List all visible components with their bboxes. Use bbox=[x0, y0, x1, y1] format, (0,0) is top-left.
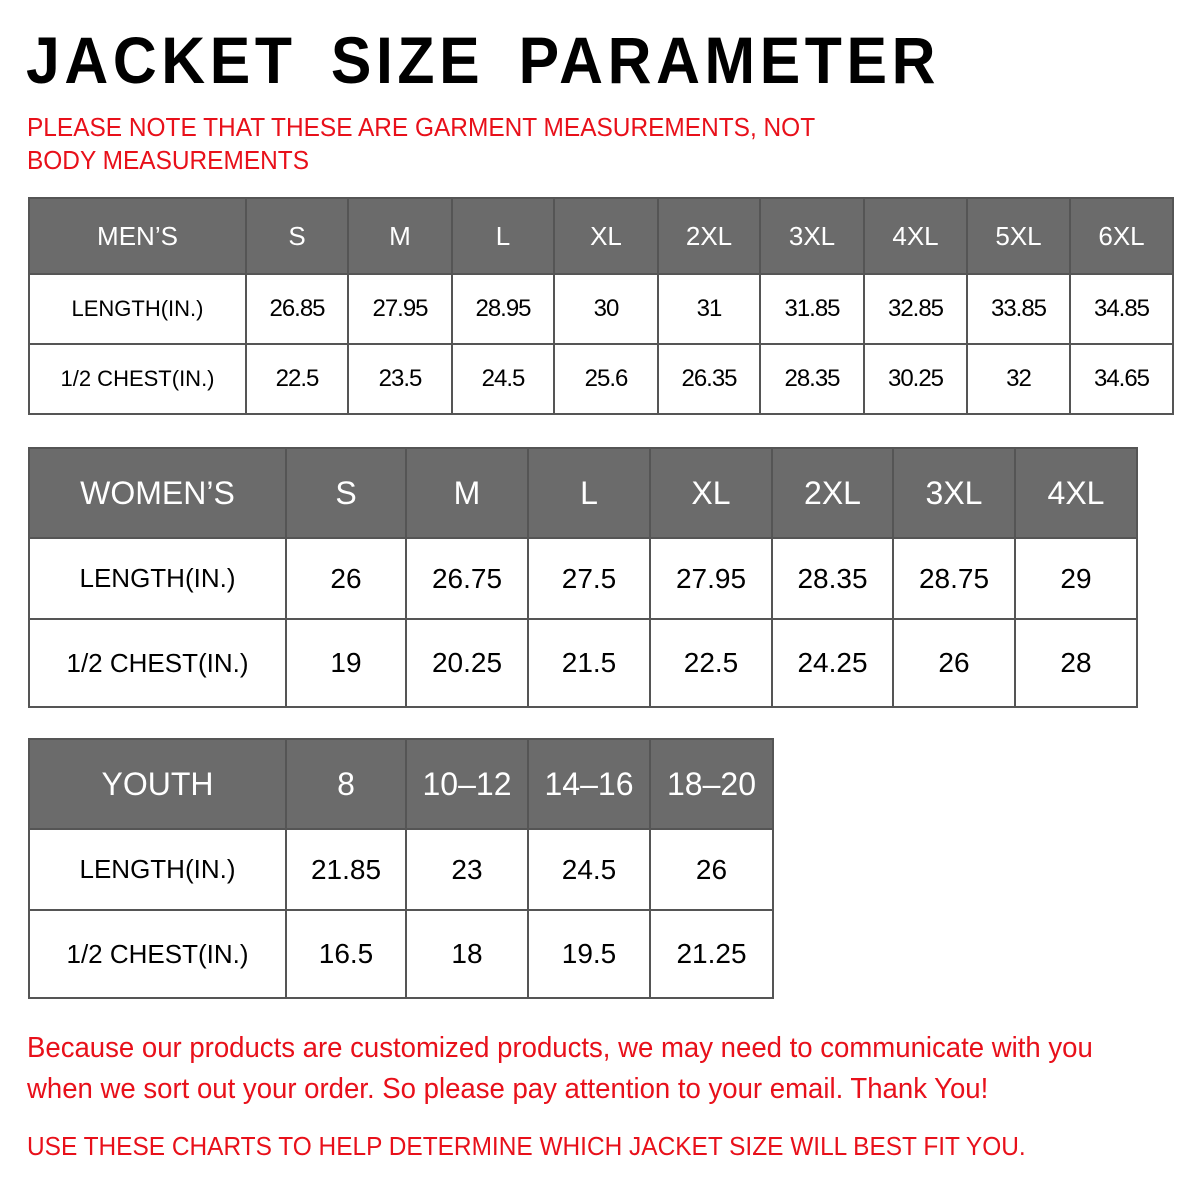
size-header: 18–20 bbox=[649, 738, 774, 830]
measurement-cell: 31.85 bbox=[759, 273, 865, 345]
measurement-cell: 32.85 bbox=[863, 273, 968, 345]
measurement-cell: 34.65 bbox=[1069, 343, 1174, 415]
measurement-cell: 26.35 bbox=[657, 343, 761, 415]
size-header: 4XL bbox=[863, 197, 968, 275]
measurement-cell: 27.95 bbox=[649, 537, 773, 620]
page-title: JACKET SIZE PARAMETER bbox=[26, 23, 941, 97]
measurement-cell: 31 bbox=[657, 273, 761, 345]
measurement-cell: 32 bbox=[966, 343, 1071, 415]
row-label: 1/2 CHEST(IN.) bbox=[28, 618, 287, 708]
measurement-cell: 34.85 bbox=[1069, 273, 1174, 345]
table-row: LENGTH(IN.) 26.85 27.95 28.95 30 31 31.85 32.85… bbox=[28, 273, 1174, 345]
size-header: L bbox=[527, 447, 651, 539]
measurement-cell: 26 bbox=[649, 828, 774, 911]
size-header: L bbox=[451, 197, 555, 275]
footer-advice: USE THESE CHARTS TO HELP DETERMINE WHICH… bbox=[27, 1131, 1026, 1161]
measurement-cell: 22.5 bbox=[245, 343, 349, 415]
measurement-note: PLEASE NOTE THAT THESE ARE GARMENT MEASU… bbox=[27, 112, 815, 175]
header-row: MEN’S S M L XL 2XL 3XL 4XL 5XL 6XL bbox=[28, 197, 1174, 275]
measurement-cell: 21.25 bbox=[649, 909, 774, 999]
measurement-cell: 26.75 bbox=[405, 537, 529, 620]
size-header: 10–12 bbox=[405, 738, 529, 830]
category-header: WOMEN’S bbox=[28, 447, 287, 539]
measurement-cell: 20.25 bbox=[405, 618, 529, 708]
category-header: YOUTH bbox=[28, 738, 287, 830]
row-label: LENGTH(IN.) bbox=[28, 537, 287, 620]
measurement-cell: 33.85 bbox=[966, 273, 1071, 345]
measurement-cell: 30 bbox=[553, 273, 659, 345]
header-row: YOUTH 8 10–12 14–16 18–20 bbox=[28, 738, 774, 830]
size-header: XL bbox=[649, 447, 773, 539]
size-header: S bbox=[245, 197, 349, 275]
measurement-cell: 26 bbox=[285, 537, 407, 620]
measurement-cell: 30.25 bbox=[863, 343, 968, 415]
size-header: XL bbox=[553, 197, 659, 275]
measurement-cell: 23 bbox=[405, 828, 529, 911]
measurement-cell: 27.95 bbox=[347, 273, 453, 345]
measurement-cell: 24.25 bbox=[771, 618, 894, 708]
footer-message: Because our products are customized prod… bbox=[27, 1032, 1093, 1105]
mens-size-table: MEN’S S M L XL 2XL 3XL 4XL 5XL 6XL LENGTH(IN.) 26.8… bbox=[28, 197, 1174, 415]
measurement-cell: 28.75 bbox=[892, 537, 1016, 620]
measurement-cell: 28.95 bbox=[451, 273, 555, 345]
size-header: S bbox=[285, 447, 407, 539]
measurement-cell: 22.5 bbox=[649, 618, 773, 708]
size-header: 3XL bbox=[892, 447, 1016, 539]
size-header: 2XL bbox=[657, 197, 761, 275]
header-row: WOMEN’S S M L XL 2XL 3XL 4XL bbox=[28, 447, 1138, 539]
row-label: 1/2 CHEST(IN.) bbox=[28, 343, 247, 415]
size-header: 4XL bbox=[1014, 447, 1138, 539]
measurement-cell: 19 bbox=[285, 618, 407, 708]
measurement-cell: 28 bbox=[1014, 618, 1138, 708]
measurement-cell: 23.5 bbox=[347, 343, 453, 415]
table-row: 1/2 CHEST(IN.) 22.5 23.5 24.5 25.6 26.35 28.35… bbox=[28, 343, 1174, 415]
category-header: MEN’S bbox=[28, 197, 247, 275]
table-row: 1/2 CHEST(IN.) 19 20.25 21.5 22.5 24.25 26 28 bbox=[28, 618, 1138, 708]
row-label: LENGTH(IN.) bbox=[28, 273, 247, 345]
measurement-cell: 24.5 bbox=[451, 343, 555, 415]
measurement-cell: 29 bbox=[1014, 537, 1138, 620]
measurement-cell: 24.5 bbox=[527, 828, 651, 911]
row-label: LENGTH(IN.) bbox=[28, 828, 287, 911]
youth-size-table: YOUTH 8 10–12 14–16 18–20 LENGTH(IN.) 21.85 23 2… bbox=[28, 738, 774, 999]
table-row: 1/2 CHEST(IN.) 16.5 18 19.5 21.25 bbox=[28, 909, 774, 999]
row-label: 1/2 CHEST(IN.) bbox=[28, 909, 287, 999]
table-row: LENGTH(IN.) 26 26.75 27.5 27.95 28.35 28.75 29 bbox=[28, 537, 1138, 620]
size-header: M bbox=[405, 447, 529, 539]
size-header: M bbox=[347, 197, 453, 275]
measurement-cell: 27.5 bbox=[527, 537, 651, 620]
measurement-cell: 21.5 bbox=[527, 618, 651, 708]
measurement-cell: 19.5 bbox=[527, 909, 651, 999]
table-row: LENGTH(IN.) 21.85 23 24.5 26 bbox=[28, 828, 774, 911]
measurement-cell: 26 bbox=[892, 618, 1016, 708]
size-header: 3XL bbox=[759, 197, 865, 275]
size-header: 6XL bbox=[1069, 197, 1174, 275]
measurement-cell: 18 bbox=[405, 909, 529, 999]
size-header: 2XL bbox=[771, 447, 894, 539]
measurement-cell: 28.35 bbox=[771, 537, 894, 620]
measurement-cell: 21.85 bbox=[285, 828, 407, 911]
size-header: 14–16 bbox=[527, 738, 651, 830]
measurement-cell: 28.35 bbox=[759, 343, 865, 415]
measurement-cell: 25.6 bbox=[553, 343, 659, 415]
measurement-cell: 26.85 bbox=[245, 273, 349, 345]
womens-size-table: WOMEN’S S M L XL 2XL 3XL 4XL LENGTH(IN.) 26 26.75 2… bbox=[28, 447, 1138, 708]
measurement-cell: 16.5 bbox=[285, 909, 407, 999]
size-header: 5XL bbox=[966, 197, 1071, 275]
size-header: 8 bbox=[285, 738, 407, 830]
